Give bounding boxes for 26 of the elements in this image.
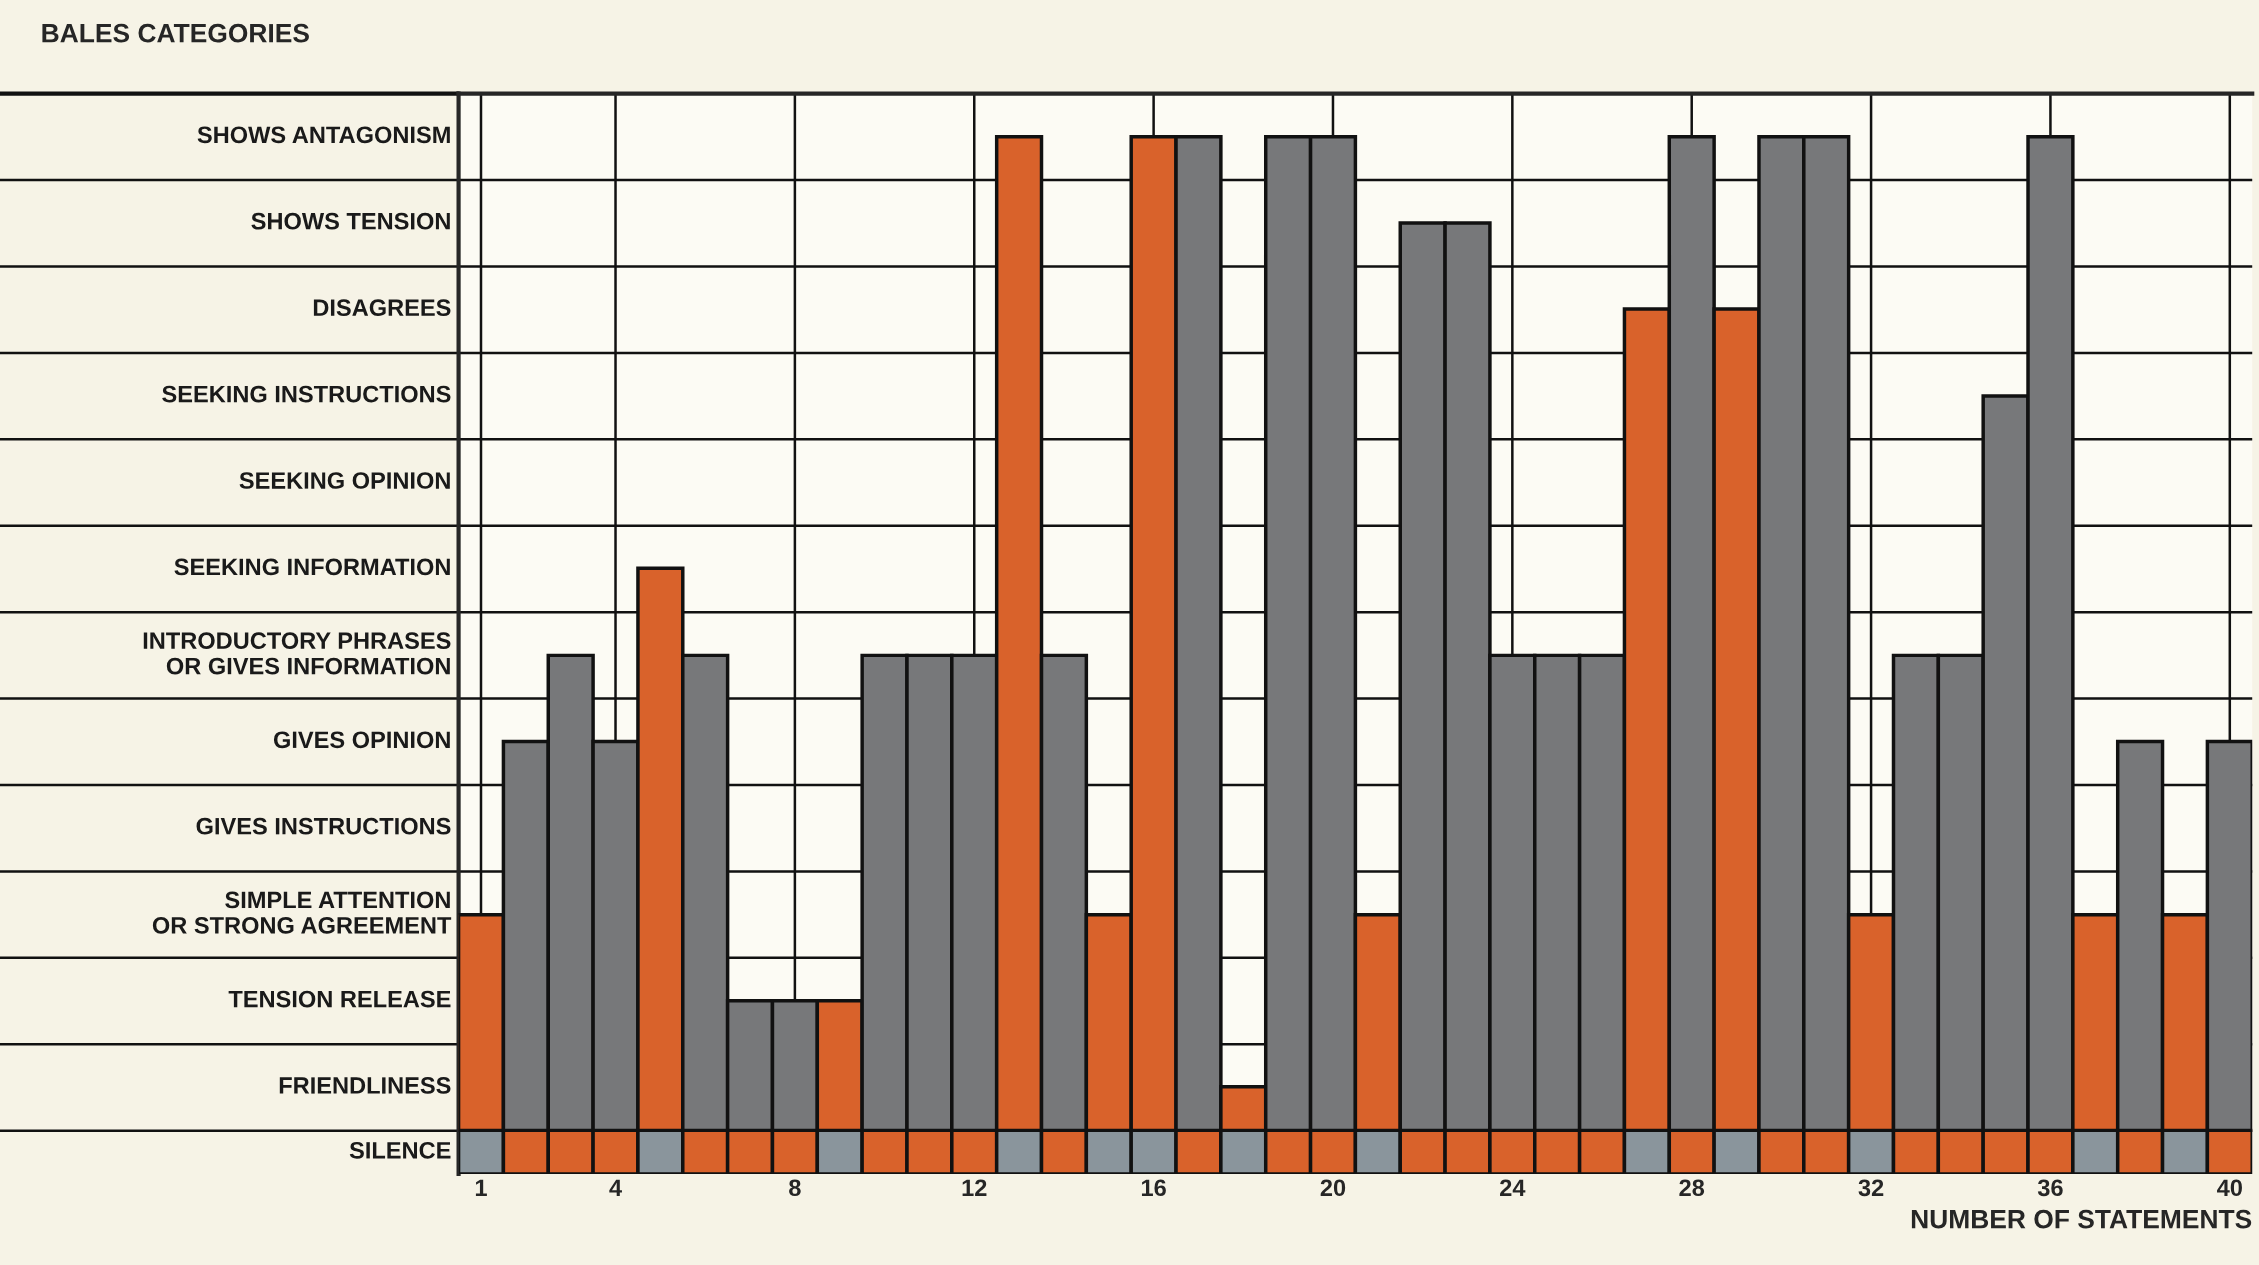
text: SEEKING OPINION — [239, 472, 450, 489]
x-tick-label: 28 — [1679, 1179, 1705, 1197]
x-tick-label: 12 — [962, 1179, 987, 1196]
text: GIVES OPINION — [273, 731, 450, 749]
x-tick-label: 36 — [2037, 1179, 2063, 1197]
x-tick-label: 8 — [789, 1179, 801, 1197]
text: GIVES INSTRUCTIONS — [196, 817, 451, 835]
text: DISAGREES — [313, 299, 451, 317]
x-tick-label: 32 — [1858, 1179, 1884, 1197]
text: SILENCE — [349, 1141, 451, 1159]
text: SHOWS TENSION — [251, 212, 450, 230]
text: INTRODUCTORY PHRASES OR GIVES INFORMATION — [143, 632, 451, 675]
text: TENSION RELEASE — [228, 990, 451, 1008]
x-tick-label: 1 — [475, 1179, 487, 1196]
text: SEEKING INSTRUCTIONS — [162, 385, 451, 403]
x-tick-label: 16 — [1141, 1179, 1166, 1197]
x-tick-label: 40 — [2217, 1179, 2242, 1197]
x-tick-label: 4 — [609, 1179, 622, 1196]
x-tick-label: 24 — [1500, 1179, 1526, 1196]
text: SIMPLE ATTENTION OR STRONG AGREEMENT — [152, 891, 452, 934]
text: SEEKING INFORMATION — [174, 558, 450, 576]
text: SHOWS ANTAGONISM — [197, 126, 450, 144]
x-tick-label: 20 — [1320, 1179, 1346, 1197]
x-axis-title: NUMBER OF STATEMENTS — [1911, 1209, 2252, 1229]
text: FRIENDLINESS — [279, 1077, 451, 1094]
text: BALES CATEGORIES — [42, 23, 309, 43]
